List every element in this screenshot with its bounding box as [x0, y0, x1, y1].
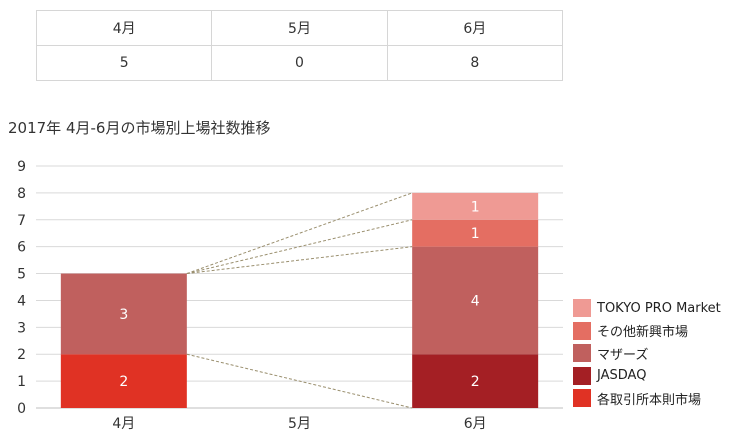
- x-tick-label: 6月: [464, 416, 487, 432]
- table-header-row: 4月 5月 6月: [35, 10, 564, 46]
- table-cell: 8: [386, 45, 564, 81]
- y-tick-label: 0: [17, 401, 26, 417]
- legend-item: JASDAQ: [573, 365, 721, 388]
- data-label: 2: [471, 374, 480, 390]
- legend-item: マザーズ: [573, 342, 721, 365]
- data-label: 1: [471, 226, 480, 242]
- y-tick-label: 4: [17, 293, 26, 309]
- x-tick-label: 4月: [112, 416, 135, 432]
- legend-label: その他新興市場: [597, 325, 689, 341]
- legend-label: TOKYO PRO Market: [597, 300, 721, 316]
- legend-item: 各取引所本則市場: [573, 387, 721, 410]
- table-header-cell: 4月: [35, 10, 213, 46]
- bar-segment: [412, 219, 539, 247]
- legend-label: JASDAQ: [597, 368, 647, 384]
- data-label: 4: [471, 293, 480, 309]
- series-connector-line: [186, 219, 413, 275]
- y-tick-label: 3: [17, 320, 26, 336]
- legend-swatch: [573, 299, 591, 318]
- y-tick-label: 5: [17, 267, 26, 283]
- y-tick-label: 2: [17, 347, 26, 363]
- bar-segment: [412, 192, 539, 220]
- chart-legend: TOKYO PRO Market その他新興市場 マザーズ JASDAQ 各取引所本則市…: [573, 297, 721, 410]
- bar-segment: [412, 354, 539, 408]
- bar-segment: [60, 354, 187, 408]
- y-tick-label: 6: [17, 240, 26, 256]
- bar-segment: [412, 246, 539, 355]
- chart-title: 2017年 4月-6月の市場別上場社数推移: [8, 119, 271, 137]
- series-connector-line: [186, 353, 413, 409]
- table-cell: 0: [211, 45, 388, 81]
- legend-swatch: [573, 366, 591, 385]
- legend-swatch: [573, 344, 591, 363]
- legend-item: その他新興市場: [573, 320, 721, 343]
- table-cell: 5: [35, 45, 213, 81]
- series-connector-line: [186, 192, 413, 275]
- y-tick-label: 1: [17, 374, 26, 390]
- legend-label: マザーズ: [597, 347, 649, 363]
- series-connector-line: [186, 246, 413, 275]
- legend-swatch: [573, 389, 591, 408]
- data-label: 3: [119, 307, 128, 323]
- legend-swatch: [573, 321, 591, 340]
- legend-label: 各取引所本則市場: [597, 392, 702, 408]
- table-header-cell: 5月: [211, 10, 388, 46]
- y-tick-label: 9: [17, 159, 26, 175]
- y-tick-label: 8: [17, 186, 26, 202]
- data-label: 2: [119, 374, 128, 390]
- table-row: 5 0 8: [35, 45, 564, 81]
- legend-item: TOKYO PRO Market: [573, 297, 721, 320]
- x-tick-label: 5月: [288, 416, 311, 432]
- data-label: 1: [471, 199, 480, 215]
- y-tick-label: 7: [17, 213, 26, 229]
- bar-segment: [60, 273, 187, 355]
- summary-table: 4月 5月 6月 5 0 8: [35, 10, 564, 81]
